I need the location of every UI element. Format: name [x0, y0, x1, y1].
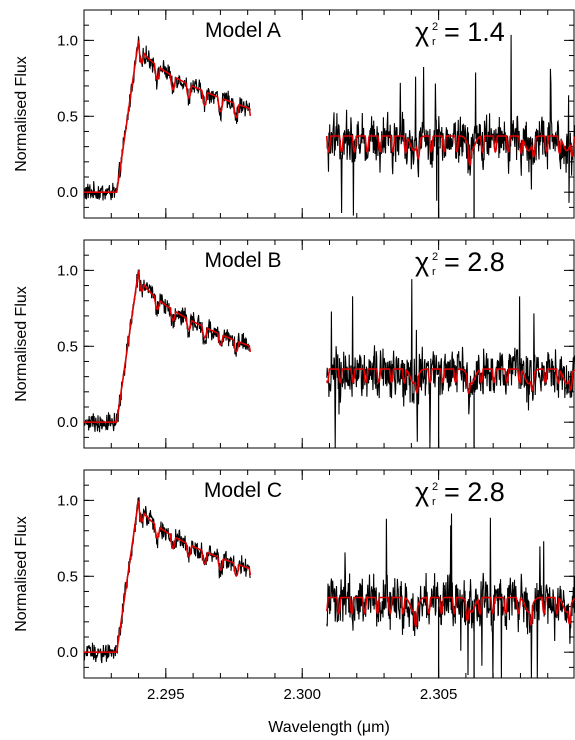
- observed-spectrum-segment-1: [83, 269, 251, 433]
- x-tick-label: 2.300: [283, 686, 321, 703]
- y-tick-label: 0.0: [57, 644, 78, 661]
- model-spectrum-segment-2: [326, 368, 575, 394]
- chi-symbol: χ: [415, 477, 429, 507]
- observed-spectrum-segment-2: [326, 34, 575, 216]
- model-spectrum-segment-1: [84, 499, 252, 654]
- chi-subscript: r: [432, 496, 436, 508]
- y-tick-label: 1.0: [57, 262, 78, 279]
- chi-subscript: r: [432, 266, 436, 278]
- chi-subscript: r: [432, 36, 436, 48]
- model-spectrum-segment-1: [84, 39, 252, 193]
- y-tick-label: 0.0: [57, 184, 78, 201]
- y-tick-label: 1.0: [57, 492, 78, 509]
- observed-spectrum-segment-1: [83, 36, 251, 201]
- y-tick-label: 1.0: [57, 32, 78, 49]
- model-label: Model B: [204, 249, 281, 272]
- chi-value: = 2.8: [444, 477, 505, 507]
- y-tick-label: 0.5: [57, 568, 78, 585]
- y-axis-label: Normalised Flux: [13, 516, 30, 632]
- x-tick-label: 2.295: [147, 686, 185, 703]
- observed-spectrum-segment-2: [326, 513, 575, 679]
- x-axis-label: Wavelength (μm): [268, 719, 390, 736]
- y-tick-label: 0.5: [57, 338, 78, 355]
- panel-2: 0.0 0.5 1.0 Normalised Flux Model B χ 2 r = 2.8: [13, 239, 575, 449]
- model-spectrum-segment-2: [326, 596, 575, 628]
- observed-spectrum-segment-1: [83, 497, 251, 664]
- panel-3: 0.0 0.5 1.0 2.295 2.300 2.305 Normalised Flux M…: [13, 469, 575, 703]
- model-label: Model C: [204, 479, 282, 502]
- chi-superscript: 2: [432, 21, 438, 33]
- chi-value: = 2.8: [444, 247, 505, 277]
- panel-1: 0.0 0.5 1.0 Normalised Flux Model A χ 2 r = 1.4: [13, 9, 575, 219]
- chi-symbol: χ: [415, 17, 429, 47]
- chi-superscript: 2: [432, 481, 438, 493]
- y-tick-label: 0.5: [57, 108, 78, 125]
- chi-value: = 1.4: [444, 17, 505, 47]
- y-tick-label: 0.0: [57, 414, 78, 431]
- observed-spectrum-segment-2: [326, 279, 575, 449]
- chi-symbol: χ: [415, 247, 429, 277]
- chi-superscript: 2: [432, 251, 438, 263]
- model-spectrum-segment-1: [84, 269, 252, 424]
- y-axis-label: Normalised Flux: [13, 56, 30, 172]
- model-label: Model A: [205, 19, 281, 42]
- y-axis-label: Normalised Flux: [13, 286, 30, 402]
- model-spectrum-segment-2: [326, 134, 575, 167]
- x-tick-label: 2.305: [420, 686, 458, 703]
